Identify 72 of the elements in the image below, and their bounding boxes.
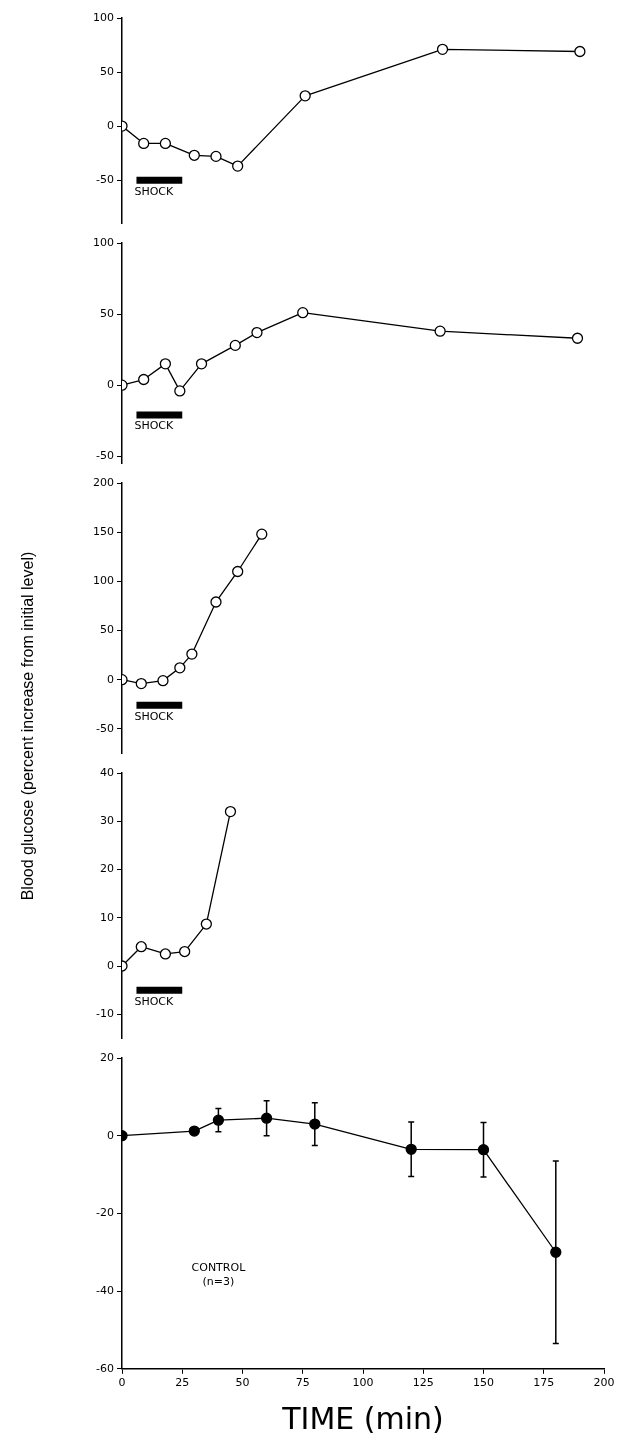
point <box>195 358 208 370</box>
y-tick-label: -10 <box>96 1007 114 1021</box>
x-tick-label: 150 <box>473 1376 494 1390</box>
x-axis-title: TIME (min) <box>281 1400 444 1436</box>
point <box>188 149 200 161</box>
x-tick-label: 175 <box>533 1376 555 1390</box>
y-tick-label: 200 <box>93 475 114 489</box>
point <box>256 528 268 540</box>
point <box>135 941 147 953</box>
y-tick-label: -20 <box>96 1206 114 1220</box>
y-tick-label: -50 <box>96 449 114 463</box>
y-tick-label: 0 <box>107 1128 114 1142</box>
point <box>297 307 309 319</box>
x-tick-label: 125 <box>412 1376 434 1390</box>
point <box>229 339 241 352</box>
point <box>210 596 222 608</box>
series-label: SHOCK <box>134 709 175 723</box>
x-tick-label: 0 <box>118 1376 126 1390</box>
point <box>138 373 150 386</box>
point <box>135 677 147 690</box>
point <box>159 137 172 150</box>
y-tick-label: 100 <box>93 235 114 249</box>
y-tick-label: 50 <box>100 306 114 320</box>
y-tick-label: 100 <box>93 10 114 24</box>
point <box>210 150 222 163</box>
point <box>188 1125 200 1137</box>
point <box>436 43 449 55</box>
point <box>251 326 263 339</box>
point <box>159 358 172 370</box>
y-axis-title: Blood glucose (percent increase from initial level) <box>19 551 37 900</box>
point <box>574 45 586 58</box>
point <box>232 565 244 578</box>
y-tick-label: 10 <box>100 910 114 924</box>
y-tick-label: -50 <box>96 173 114 187</box>
y-tick-label: -50 <box>96 721 114 735</box>
y-tick-label: 0 <box>107 118 114 132</box>
point <box>232 160 244 172</box>
point <box>200 918 212 930</box>
point <box>138 137 150 150</box>
point <box>157 674 169 687</box>
y-tick-label: 0 <box>107 672 114 686</box>
x-tick-label: 25 <box>175 1376 190 1390</box>
y-tick-label: 40 <box>100 765 114 779</box>
point <box>434 325 446 337</box>
y-tick-label: 0 <box>107 958 114 972</box>
point <box>186 648 198 660</box>
x-tick-label: 100 <box>352 1376 374 1390</box>
y-tick-label: 20 <box>100 862 114 876</box>
annotation: (n=3) <box>202 1275 235 1289</box>
series-label: SHOCK <box>134 419 175 433</box>
x-tick-label: 75 <box>295 1376 310 1390</box>
y-tick-label: 0 <box>107 378 114 392</box>
y-tick-label: 50 <box>100 64 114 78</box>
y-tick-label: -40 <box>96 1283 114 1297</box>
point <box>299 90 311 102</box>
point <box>174 385 186 397</box>
x-tick-label: 200 <box>593 1376 615 1390</box>
y-tick-label: 30 <box>100 814 114 828</box>
x-tick-label: 50 <box>235 1376 250 1390</box>
point <box>179 945 191 958</box>
point <box>571 332 584 344</box>
y-tick-label: 150 <box>93 525 114 539</box>
point <box>174 662 186 674</box>
point <box>159 948 172 960</box>
y-tick-label: 100 <box>93 574 114 588</box>
y-tick-label: 20 <box>100 1050 114 1064</box>
series-label: SHOCK <box>134 994 175 1008</box>
annotation: CONTROL <box>191 1261 247 1275</box>
y-tick-label: -60 <box>96 1361 114 1375</box>
series-label: SHOCK <box>134 184 175 198</box>
y-tick-label: 50 <box>100 623 114 637</box>
point <box>224 805 237 818</box>
